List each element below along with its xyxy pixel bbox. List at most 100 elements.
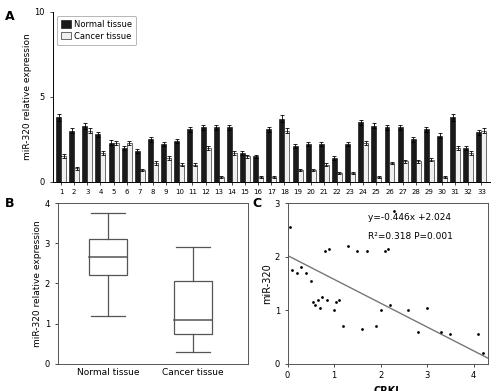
Bar — [429, 160, 434, 182]
Bar — [455, 148, 460, 182]
Bar — [258, 177, 263, 182]
Bar — [114, 143, 118, 182]
Bar — [100, 153, 105, 182]
Bar — [398, 127, 402, 182]
Point — [414, 328, 422, 335]
Point — [479, 350, 487, 356]
Bar — [442, 177, 447, 182]
Bar — [161, 144, 166, 182]
Point — [309, 299, 317, 305]
Bar — [266, 129, 271, 182]
Bar — [56, 117, 61, 182]
Point — [293, 270, 301, 276]
Bar — [298, 170, 302, 182]
Point — [381, 248, 389, 255]
Point — [362, 248, 370, 255]
Y-axis label: miR-320 relative expression: miR-320 relative expression — [22, 33, 32, 160]
Bar — [390, 163, 394, 182]
Bar — [69, 131, 74, 182]
Bar — [206, 148, 210, 182]
Bar — [402, 161, 407, 182]
Bar — [88, 131, 92, 182]
Point — [302, 270, 310, 276]
Bar — [384, 127, 390, 182]
Bar — [476, 133, 482, 182]
Bar — [122, 148, 126, 182]
Text: B: B — [5, 197, 15, 210]
Bar — [192, 165, 198, 182]
Bar — [82, 126, 87, 182]
Y-axis label: miR-320 relative expression: miR-320 relative expression — [32, 220, 42, 347]
Legend: Normal tissue, Cancer tissue: Normal tissue, Cancer tissue — [56, 16, 136, 45]
Bar — [411, 139, 416, 182]
Bar — [232, 153, 237, 182]
Text: A: A — [5, 10, 15, 23]
Bar — [482, 131, 486, 182]
Point — [423, 304, 431, 310]
Point — [384, 246, 392, 252]
Point — [316, 304, 324, 310]
Point — [372, 323, 380, 329]
Point — [344, 243, 352, 249]
Bar — [140, 170, 145, 182]
Bar — [240, 153, 245, 182]
Point — [326, 246, 334, 252]
Bar — [96, 134, 100, 182]
Point — [286, 224, 294, 230]
Bar — [61, 156, 66, 182]
Point — [358, 326, 366, 332]
Bar — [358, 122, 363, 182]
Bar — [450, 117, 455, 182]
Bar — [166, 158, 171, 182]
Bar — [324, 165, 329, 182]
Bar — [319, 144, 324, 182]
Point — [312, 302, 320, 308]
Bar — [227, 127, 232, 182]
Bar — [464, 148, 468, 182]
Point — [404, 307, 412, 313]
Point — [320, 248, 328, 255]
Point — [474, 331, 482, 337]
Bar — [424, 129, 429, 182]
Bar — [468, 153, 473, 182]
Bar — [89, 239, 127, 275]
Point — [330, 307, 338, 313]
Point — [340, 323, 347, 329]
Bar — [345, 144, 350, 182]
X-axis label: CRKL: CRKL — [373, 386, 402, 391]
Bar — [180, 165, 184, 182]
Bar — [218, 177, 224, 182]
Bar — [174, 141, 180, 182]
Bar — [148, 139, 153, 182]
Bar — [372, 126, 376, 182]
Bar — [271, 177, 276, 182]
Bar — [437, 136, 442, 182]
Bar — [337, 173, 342, 182]
Point — [332, 299, 340, 305]
Bar — [135, 151, 140, 182]
Bar — [363, 143, 368, 182]
Bar — [332, 158, 337, 182]
Point — [390, 208, 398, 214]
Bar — [188, 129, 192, 182]
Point — [318, 294, 326, 300]
Text: C: C — [252, 197, 262, 210]
Text: y=-0.446x +2.024: y=-0.446x +2.024 — [368, 213, 450, 222]
Bar — [306, 144, 310, 182]
Point — [314, 296, 322, 303]
Bar — [416, 161, 421, 182]
Point — [386, 302, 394, 308]
Point — [446, 331, 454, 337]
Bar — [200, 127, 205, 182]
Bar — [292, 146, 298, 182]
Bar — [153, 163, 158, 182]
Bar — [214, 127, 218, 182]
Bar — [350, 173, 355, 182]
Point — [298, 264, 306, 271]
Bar — [310, 170, 316, 182]
Bar — [376, 177, 382, 182]
Bar — [108, 143, 114, 182]
Point — [323, 296, 331, 303]
Bar — [284, 131, 290, 182]
Point — [334, 296, 342, 303]
